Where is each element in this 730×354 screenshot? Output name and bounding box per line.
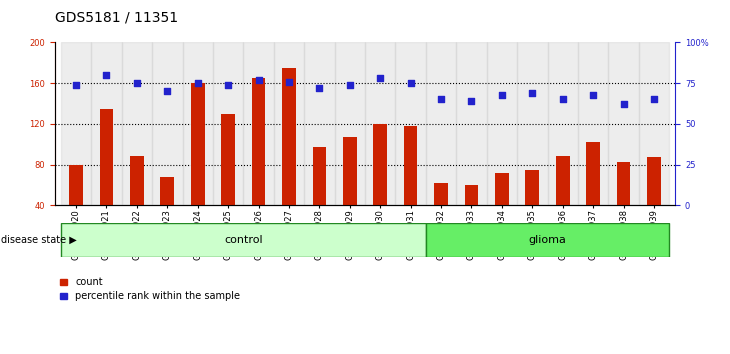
Bar	[182, 42, 213, 205]
Bar	[426, 42, 456, 205]
Bar	[282, 68, 296, 246]
Bar	[586, 142, 600, 246]
Bar	[91, 42, 122, 205]
Bar	[61, 42, 91, 205]
Bar	[608, 42, 639, 205]
Point	[435, 97, 447, 102]
Bar	[647, 158, 661, 246]
Point	[314, 85, 326, 91]
Bar	[274, 42, 304, 205]
Text: control: control	[224, 235, 263, 245]
Bar	[556, 156, 569, 246]
Bar	[365, 42, 396, 205]
Point	[405, 80, 417, 86]
Bar	[334, 42, 365, 205]
Bar	[404, 126, 418, 246]
Point	[283, 79, 295, 84]
Bar	[99, 109, 113, 246]
Bar	[434, 183, 448, 246]
Point	[161, 88, 173, 94]
Bar	[548, 42, 578, 205]
Bar	[343, 137, 357, 246]
Bar	[252, 78, 266, 246]
Bar	[526, 170, 539, 246]
Bar	[639, 42, 669, 205]
Legend: count, percentile rank within the sample: count, percentile rank within the sample	[60, 278, 240, 301]
Point	[192, 80, 204, 86]
Bar	[191, 83, 204, 246]
Point	[587, 92, 599, 97]
Bar	[373, 124, 387, 246]
Point	[253, 77, 264, 83]
Bar	[152, 42, 182, 205]
Bar	[161, 177, 174, 246]
Bar	[61, 223, 426, 257]
Point	[496, 92, 508, 97]
Point	[374, 75, 386, 81]
Text: disease state ▶: disease state ▶	[1, 235, 77, 245]
Text: glioma: glioma	[529, 235, 566, 245]
Point	[101, 72, 112, 78]
Bar	[578, 42, 608, 205]
Point	[70, 82, 82, 88]
Bar	[69, 165, 83, 246]
Text: GDS5181 / 11351: GDS5181 / 11351	[55, 11, 178, 25]
Bar	[213, 42, 243, 205]
Point	[223, 82, 234, 88]
Bar	[122, 42, 152, 205]
Bar	[221, 114, 235, 246]
Point	[557, 97, 569, 102]
Bar	[487, 42, 517, 205]
Point	[648, 97, 660, 102]
Bar	[464, 185, 478, 246]
Bar	[304, 42, 334, 205]
Point	[618, 102, 629, 107]
Bar	[617, 161, 631, 246]
Bar	[426, 223, 669, 257]
Point	[131, 80, 143, 86]
Bar	[130, 156, 144, 246]
Point	[466, 98, 477, 104]
Bar	[396, 42, 426, 205]
Bar	[517, 42, 548, 205]
Bar	[312, 147, 326, 246]
Point	[526, 90, 538, 96]
Bar	[495, 173, 509, 246]
Bar	[243, 42, 274, 205]
Bar	[456, 42, 487, 205]
Point	[344, 82, 356, 88]
